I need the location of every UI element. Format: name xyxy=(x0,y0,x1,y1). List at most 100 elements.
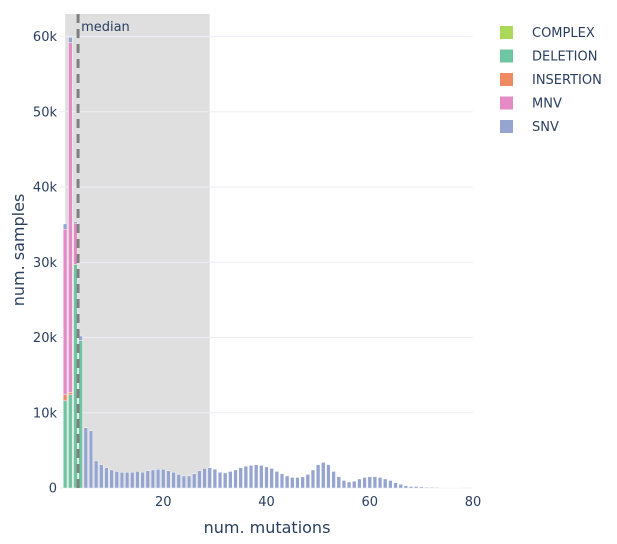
bar-snv[interactable] xyxy=(130,472,134,488)
bar-snv[interactable] xyxy=(280,474,284,488)
legend-swatch xyxy=(500,26,513,39)
bar-snv[interactable] xyxy=(63,224,67,229)
bar-snv[interactable] xyxy=(420,487,424,488)
bar-snv[interactable] xyxy=(89,431,93,488)
bar-snv[interactable] xyxy=(425,487,429,488)
bar-mnv[interactable] xyxy=(68,43,72,393)
bar-deletion[interactable] xyxy=(63,401,67,488)
bar-snv[interactable] xyxy=(321,462,325,488)
bar-snv[interactable] xyxy=(435,487,439,488)
legend-label: SNV xyxy=(532,120,559,135)
bar-snv[interactable] xyxy=(249,465,253,488)
bar-snv[interactable] xyxy=(332,471,336,488)
y-tick-label: 50k xyxy=(33,105,58,120)
bar-snv[interactable] xyxy=(389,480,393,488)
bar-snv[interactable] xyxy=(383,479,387,488)
bar-snv[interactable] xyxy=(192,474,196,488)
bar-snv[interactable] xyxy=(187,476,191,488)
bar-snv[interactable] xyxy=(223,473,227,488)
bar-snv[interactable] xyxy=(110,470,114,488)
legend-swatch xyxy=(500,97,513,110)
bar-snv[interactable] xyxy=(172,472,176,488)
bar-snv[interactable] xyxy=(358,479,362,488)
y-tick-label: 20k xyxy=(33,331,58,346)
bar-snv[interactable] xyxy=(275,471,279,488)
bar-snv[interactable] xyxy=(306,474,310,488)
bar-snv[interactable] xyxy=(198,471,202,488)
bar-snv[interactable] xyxy=(68,37,72,42)
legend-swatch xyxy=(500,73,513,86)
bar-snv[interactable] xyxy=(301,477,305,488)
bar-snv[interactable] xyxy=(218,472,222,488)
bar-snv[interactable] xyxy=(414,486,418,488)
bar-deletion[interactable] xyxy=(68,395,72,488)
bar-snv[interactable] xyxy=(373,477,377,488)
bar-snv[interactable] xyxy=(430,487,434,488)
bar-snv[interactable] xyxy=(337,477,341,488)
bar-snv[interactable] xyxy=(311,470,315,488)
bar-snv[interactable] xyxy=(208,468,212,488)
bar-snv[interactable] xyxy=(234,470,238,488)
bar-snv[interactable] xyxy=(342,480,346,488)
y-tick-label: 10k xyxy=(33,406,58,421)
bar-snv[interactable] xyxy=(239,468,243,488)
y-tick-label: 30k xyxy=(33,256,58,271)
bar-snv[interactable] xyxy=(105,468,109,488)
bar-snv[interactable] xyxy=(229,471,233,488)
x-tick-label: 40 xyxy=(258,495,275,510)
bar-snv[interactable] xyxy=(99,465,103,488)
y-axis-title: num. samples xyxy=(9,194,28,307)
bar-insertion[interactable] xyxy=(63,395,67,401)
bar-snv[interactable] xyxy=(161,469,165,488)
legend-label: DELETION xyxy=(532,50,597,65)
bar-snv[interactable] xyxy=(352,481,356,488)
bar-snv[interactable] xyxy=(203,468,207,488)
bar-snv[interactable] xyxy=(290,477,294,488)
bar-snv[interactable] xyxy=(156,469,160,488)
bar-snv[interactable] xyxy=(363,477,367,488)
bar-snv[interactable] xyxy=(285,476,289,488)
bar-snv[interactable] xyxy=(115,471,119,488)
bar-snv[interactable] xyxy=(399,484,403,488)
bar-snv[interactable] xyxy=(84,428,88,488)
x-tick-label: 80 xyxy=(465,495,482,510)
bar-snv[interactable] xyxy=(182,476,186,488)
bar-snv[interactable] xyxy=(259,465,263,488)
bar-snv[interactable] xyxy=(141,472,145,488)
y-tick-label: 0 xyxy=(49,482,57,497)
bar-snv[interactable] xyxy=(265,467,269,488)
bar-snv[interactable] xyxy=(151,470,155,488)
legend-swatch xyxy=(500,120,513,133)
bar-snv[interactable] xyxy=(296,477,300,488)
bar-snv[interactable] xyxy=(378,477,382,488)
bar-snv[interactable] xyxy=(347,482,351,488)
bar-mnv[interactable] xyxy=(63,229,67,395)
bar-snv[interactable] xyxy=(394,483,398,488)
shaded-region-layer xyxy=(65,14,210,488)
bar-snv[interactable] xyxy=(254,465,258,488)
bar-snv[interactable] xyxy=(146,471,150,488)
bar-snv[interactable] xyxy=(409,486,413,488)
bar-snv[interactable] xyxy=(368,477,372,488)
y-tick-label: 40k xyxy=(33,181,58,196)
bar-snv[interactable] xyxy=(213,469,217,488)
bar-snv[interactable] xyxy=(94,461,98,488)
bar-snv[interactable] xyxy=(244,466,248,488)
bar-snv[interactable] xyxy=(404,486,408,488)
legend-label: INSERTION xyxy=(532,73,602,88)
bar-snv[interactable] xyxy=(327,465,331,488)
bar-snv[interactable] xyxy=(125,472,129,488)
bar-snv[interactable] xyxy=(120,472,124,488)
legend-label: COMPLEX xyxy=(532,26,595,41)
median-label: median xyxy=(81,20,130,35)
bar-snv[interactable] xyxy=(270,468,274,488)
bar-snv[interactable] xyxy=(74,222,78,224)
bar-snv[interactable] xyxy=(136,471,140,488)
bar-snv[interactable] xyxy=(167,471,171,488)
bar-snv[interactable] xyxy=(177,474,181,488)
bar-snv[interactable] xyxy=(316,465,320,488)
shaded-region xyxy=(65,14,210,488)
bar-insertion[interactable] xyxy=(68,392,72,394)
